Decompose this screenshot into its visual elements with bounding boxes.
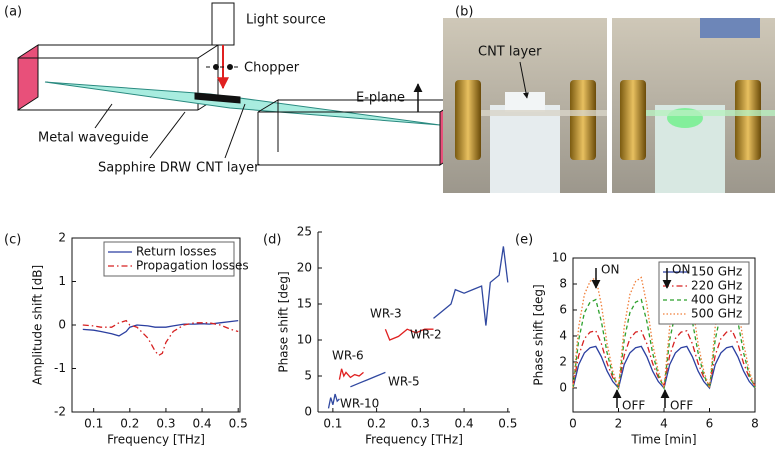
series-line — [433, 246, 509, 326]
series-line — [572, 330, 756, 387]
x-tick-label: 6 — [706, 417, 714, 431]
y-tick-label: 4 — [559, 328, 567, 342]
y-tick-label: 20 — [297, 261, 312, 275]
y-axis-label: Phase shift [deg] — [277, 271, 291, 372]
y-tick-label: 10 — [552, 251, 567, 265]
y-tick-label: 2 — [58, 231, 66, 245]
series-label: WR-6 — [332, 349, 364, 363]
series-line — [82, 319, 239, 337]
x-axis-label: Frequency [THz] — [107, 433, 205, 447]
legend-label: 400 GHz — [691, 293, 742, 307]
y-tick-label: -2 — [54, 405, 66, 419]
label-cnt-layer: CNT layer — [478, 45, 542, 60]
label-e-plane: E-plane — [356, 91, 405, 106]
photo — [443, 18, 607, 193]
x-tick-label: 0 — [569, 417, 577, 431]
annotation: ON — [672, 263, 690, 277]
series-label: WR-3 — [370, 307, 402, 321]
y-tick-label: 25 — [297, 225, 312, 239]
legend-label: Propagation losses — [136, 259, 249, 273]
x-tick-label: 2 — [615, 417, 623, 431]
x-tick-label: 0.2 — [120, 417, 139, 431]
x-axis-label: Frequency [THz] — [365, 433, 463, 447]
label-metal-waveguide: Metal waveguide — [38, 131, 149, 146]
x-tick-label: 4 — [660, 417, 668, 431]
series-line — [350, 371, 386, 388]
x-axis-label: Time [min] — [630, 433, 696, 447]
series-line — [327, 393, 340, 409]
y-tick-label: 0 — [304, 405, 312, 419]
label-chopper: Chopper — [244, 61, 300, 76]
x-tick-label: 0.2 — [367, 417, 386, 431]
legend-label: Return losses — [136, 245, 216, 259]
legend-box — [103, 241, 235, 277]
y-tick-label: 15 — [297, 297, 312, 311]
y-tick-label: 1 — [58, 274, 66, 288]
y-tick-label: 2 — [559, 354, 567, 368]
series-label: WR-2 — [410, 328, 442, 342]
panel-label: (b) — [455, 5, 473, 20]
x-tick-label: 0.5 — [498, 417, 517, 431]
annotation: OFF — [622, 399, 645, 413]
series-label: WR-10 — [340, 397, 379, 411]
y-tick-label: 10 — [297, 333, 312, 347]
x-tick-label: 0.3 — [411, 417, 430, 431]
y-axis-label: Amplitude shift [dB] — [31, 265, 45, 385]
legend-label: 500 GHz — [691, 307, 742, 321]
panel-label: (c) — [4, 233, 21, 248]
x-tick-label: 0.1 — [84, 417, 103, 431]
x-tick-label: 0.3 — [156, 417, 175, 431]
photo — [612, 18, 775, 193]
series-line — [82, 319, 239, 357]
x-tick-label: 0.5 — [229, 417, 248, 431]
y-axis-label: Phase shift [deg] — [532, 284, 546, 385]
series-label: WR-5 — [388, 375, 420, 389]
legend-label: 150 GHz — [691, 265, 742, 279]
panel-label: (a) — [4, 5, 22, 20]
y-tick-label: -1 — [54, 361, 66, 375]
annotation: ON — [601, 263, 619, 277]
x-tick-label: 8 — [751, 417, 759, 431]
label-light-source: Light source — [246, 13, 326, 28]
x-tick-label: 0.4 — [455, 417, 474, 431]
label-sapphire-drw: Sapphire DRW — [98, 161, 191, 176]
series-line — [572, 298, 756, 391]
panel-label: (d) — [263, 233, 281, 248]
annotation: OFF — [670, 399, 693, 413]
x-tick-label: 0.4 — [193, 417, 212, 431]
y-tick-label: 5 — [304, 369, 312, 383]
panel-label: (e) — [515, 233, 533, 248]
series-line — [384, 328, 434, 341]
legend-label: 220 GHz — [691, 279, 742, 293]
y-tick-label: 6 — [559, 302, 567, 316]
series-line — [338, 368, 364, 380]
y-tick-label: 0 — [559, 380, 567, 394]
x-tick-label: 0.1 — [323, 417, 342, 431]
label-cnt-layer: CNT layer — [196, 161, 260, 176]
y-tick-label: 0 — [58, 318, 66, 332]
y-tick-label: 8 — [559, 276, 567, 290]
